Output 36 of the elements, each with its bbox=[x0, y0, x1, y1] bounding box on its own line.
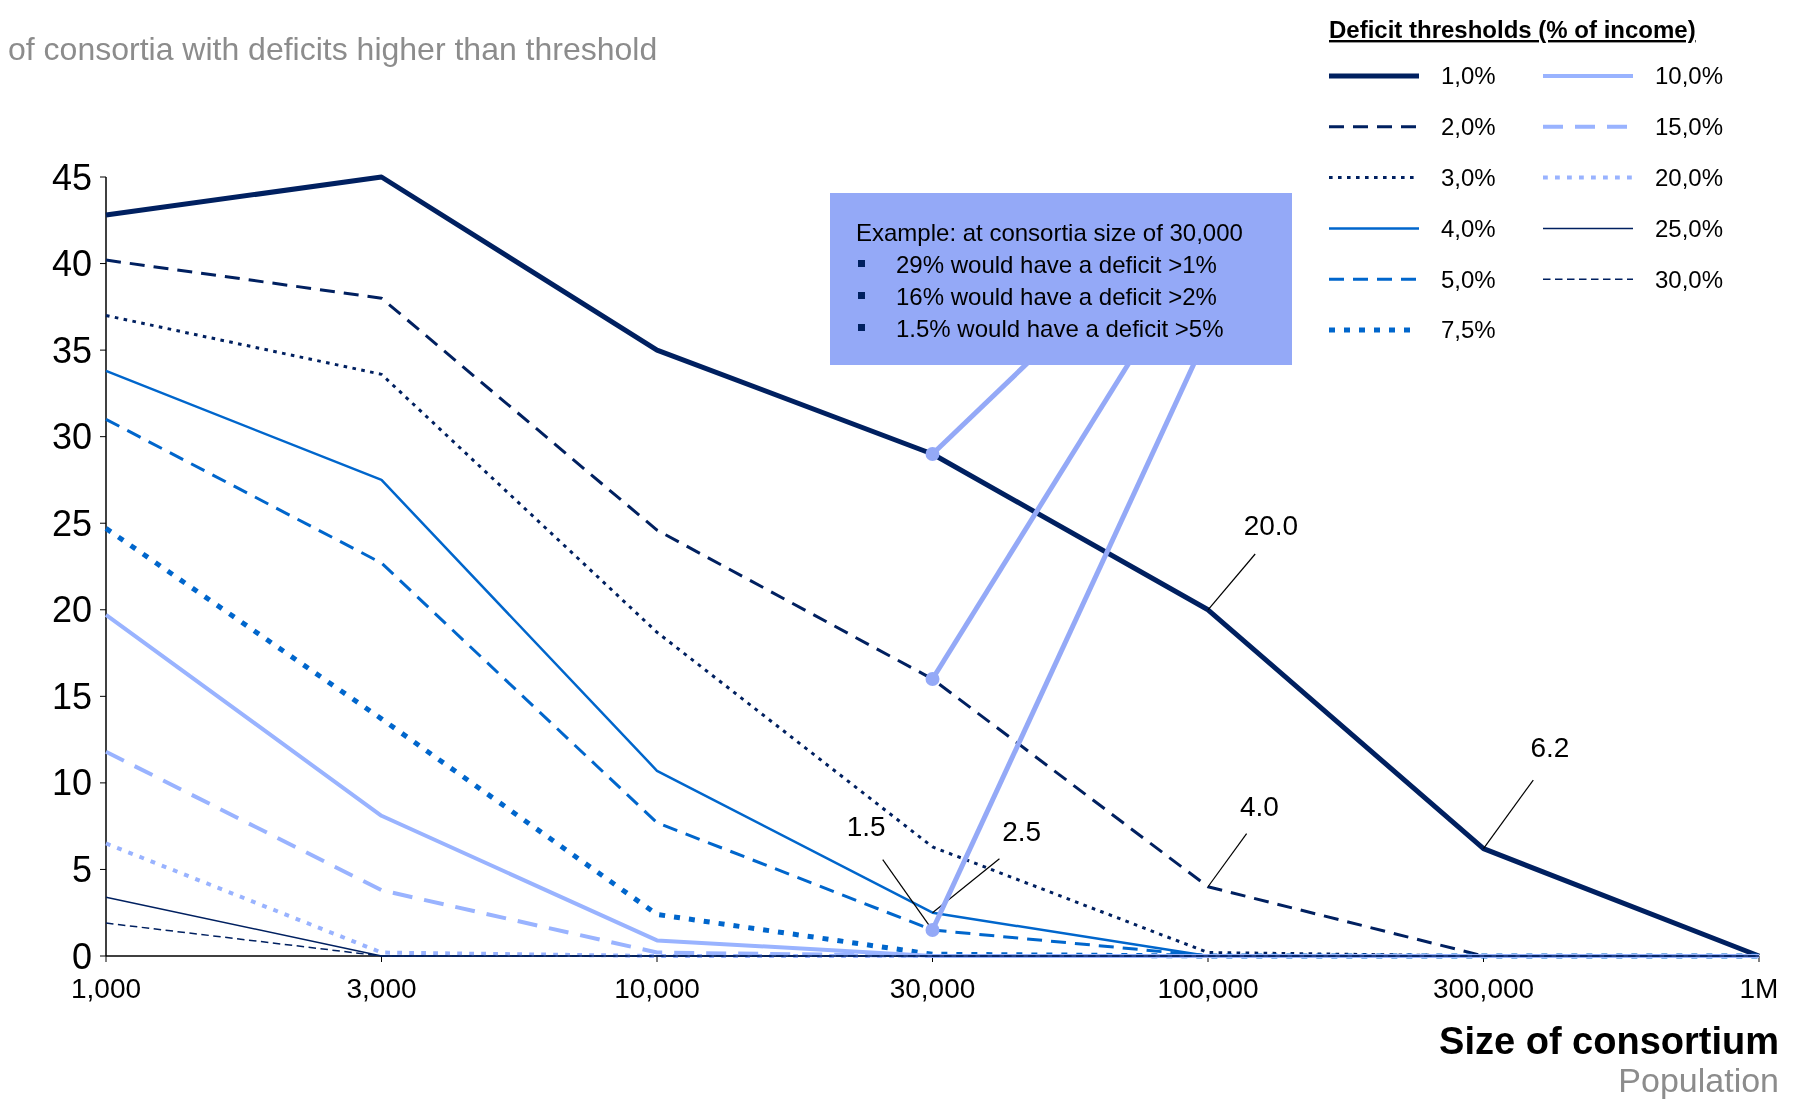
y-tick-label: 45 bbox=[51, 156, 92, 198]
legend-label: 1,0% bbox=[1441, 62, 1496, 90]
annotation: 4.0 bbox=[1240, 790, 1279, 822]
legend-label: 4,0% bbox=[1441, 214, 1496, 242]
y-tick-label: 35 bbox=[51, 329, 92, 371]
annotation: Example: at consortia size of 30,000 bbox=[856, 219, 1243, 246]
annotation: 2.5 bbox=[1002, 815, 1042, 847]
annotation: 1.5 bbox=[846, 811, 886, 843]
y-tick-label: 10 bbox=[51, 762, 92, 804]
y-tick-label: 15 bbox=[51, 675, 92, 717]
legend-label: 15,0% bbox=[1655, 113, 1724, 141]
x-axis-title: Size of consortium bbox=[1439, 1020, 1779, 1062]
x-tick-label: 3,000 bbox=[346, 973, 417, 1004]
y-tick-label: 40 bbox=[51, 243, 92, 285]
y-tick-label: 25 bbox=[51, 502, 92, 544]
legend-title: Deficit thresholds (% of income) bbox=[1329, 16, 1696, 43]
legend-label: 5,0% bbox=[1441, 265, 1496, 293]
x-tick-label: 300,000 bbox=[1432, 973, 1535, 1004]
x-tick-label: 100,000 bbox=[1157, 973, 1259, 1004]
x-tick-label: 30,000 bbox=[889, 973, 976, 1004]
y-tick-label: 5 bbox=[71, 849, 92, 891]
legend-label: 30,0% bbox=[1655, 265, 1724, 293]
x-tick-label: 1M bbox=[1739, 973, 1779, 1004]
chart-title: of consortia with deficits higher than threshold bbox=[8, 31, 658, 67]
legend-label: 7,5% bbox=[1441, 316, 1496, 344]
legend-label: 3,0% bbox=[1441, 164, 1496, 191]
text: Population bbox=[1618, 1061, 1779, 1099]
legend-label: 20,0% bbox=[1655, 164, 1724, 191]
legend-label: 10,0% bbox=[1655, 62, 1724, 90]
legend-label: 25,0% bbox=[1655, 214, 1724, 242]
annotation: 20.0 bbox=[1243, 510, 1299, 542]
y-tick-label: 30 bbox=[51, 416, 92, 458]
y-tick-label: 20 bbox=[51, 589, 92, 631]
x-tick-label: 10,000 bbox=[614, 973, 700, 1004]
legend-label: 2,0% bbox=[1441, 113, 1496, 141]
annotation: 6.2 bbox=[1530, 732, 1570, 764]
